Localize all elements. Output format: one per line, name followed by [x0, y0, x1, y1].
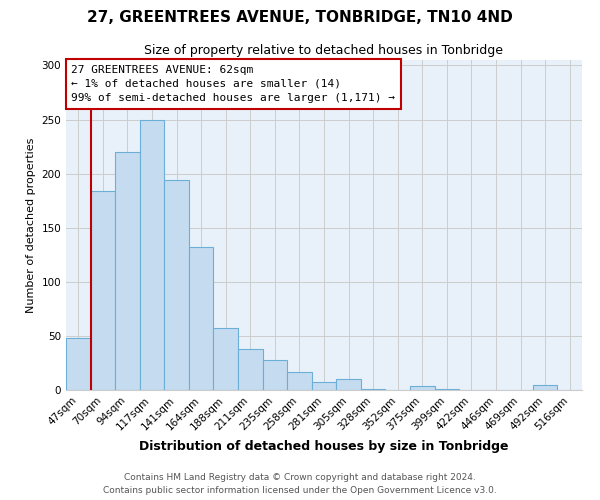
Bar [533, 384, 557, 390]
Bar [263, 360, 287, 390]
Text: 27 GREENTREES AVENUE: 62sqm
← 1% of detached houses are smaller (14)
99% of semi: 27 GREENTREES AVENUE: 62sqm ← 1% of deta… [71, 65, 395, 103]
Bar [164, 180, 189, 390]
Bar [361, 389, 385, 390]
Bar [66, 338, 91, 390]
Text: Contains HM Land Registry data © Crown copyright and database right 2024.
Contai: Contains HM Land Registry data © Crown c… [103, 474, 497, 495]
Bar [336, 379, 361, 390]
Bar [238, 349, 263, 390]
Bar [189, 247, 214, 390]
Bar [410, 386, 434, 390]
Title: Size of property relative to detached houses in Tonbridge: Size of property relative to detached ho… [145, 44, 503, 58]
Bar [312, 382, 336, 390]
Bar [214, 328, 238, 390]
Bar [115, 152, 140, 390]
X-axis label: Distribution of detached houses by size in Tonbridge: Distribution of detached houses by size … [139, 440, 509, 453]
Bar [287, 372, 312, 390]
Bar [91, 191, 115, 390]
Y-axis label: Number of detached properties: Number of detached properties [26, 138, 36, 312]
Text: 27, GREENTREES AVENUE, TONBRIDGE, TN10 4ND: 27, GREENTREES AVENUE, TONBRIDGE, TN10 4… [87, 10, 513, 25]
Bar [140, 120, 164, 390]
Bar [434, 389, 459, 390]
